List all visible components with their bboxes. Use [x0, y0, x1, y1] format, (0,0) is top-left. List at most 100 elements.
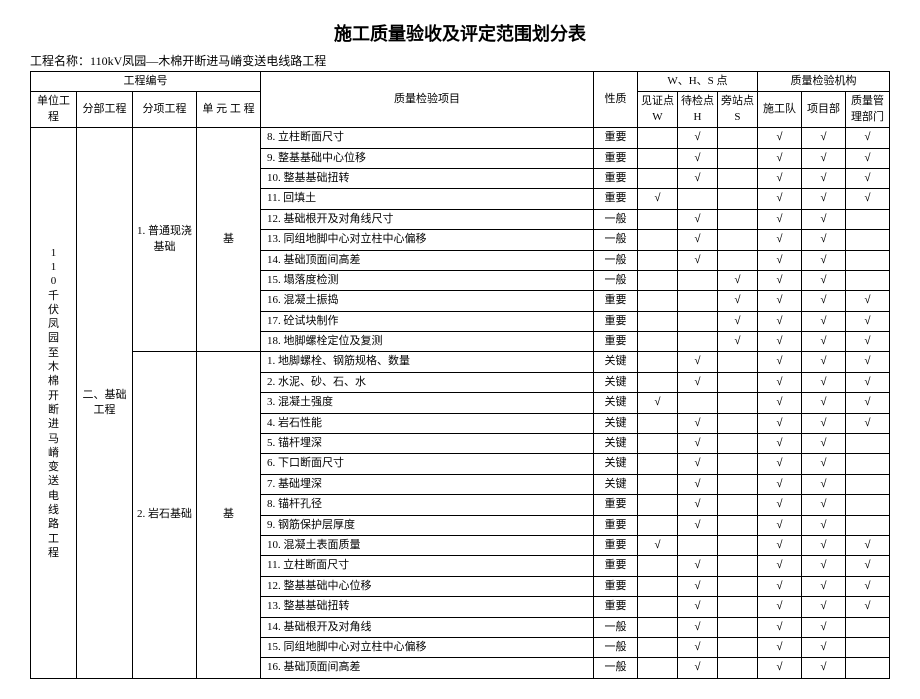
cell-o1: √	[757, 250, 801, 270]
cell-w	[637, 230, 677, 250]
cell-s: √	[717, 270, 757, 290]
section-cell: 二、基础工程	[77, 128, 133, 679]
cell-nature: 重要	[593, 495, 637, 515]
cell-w	[637, 311, 677, 331]
cell-o2: √	[801, 535, 845, 555]
cell-item: 16. 基础顶面间高差	[261, 658, 594, 678]
cell-nature: 重要	[593, 597, 637, 617]
cell-nature: 关键	[593, 474, 637, 494]
cell-h	[677, 291, 717, 311]
cell-o2: √	[801, 454, 845, 474]
cell-w	[637, 270, 677, 290]
cell-o3	[845, 495, 889, 515]
cell-o3: √	[845, 128, 889, 148]
cell-o2: √	[801, 393, 845, 413]
cell-o2: √	[801, 617, 845, 637]
cell-nature: 关键	[593, 352, 637, 372]
cell-item: 12. 基础根开及对角线尺寸	[261, 209, 594, 229]
cell-s	[717, 495, 757, 515]
h-unit: 单位工程	[31, 92, 77, 128]
cell-s	[717, 617, 757, 637]
cell-s	[717, 454, 757, 474]
cell-o2: √	[801, 168, 845, 188]
cell-w	[637, 434, 677, 454]
cell-h: √	[677, 230, 717, 250]
cell-o3	[845, 658, 889, 678]
cell-nature: 重要	[593, 168, 637, 188]
cell-o1: √	[757, 291, 801, 311]
cell-h: √	[677, 556, 717, 576]
cell-item: 12. 整基基础中心位移	[261, 576, 594, 596]
cell-o2: √	[801, 413, 845, 433]
cell-o3	[845, 270, 889, 290]
cell-s: √	[717, 311, 757, 331]
cell-o2: √	[801, 556, 845, 576]
cell-s	[717, 637, 757, 657]
cell-nature: 重要	[593, 556, 637, 576]
cell-item: 7. 基础埋深	[261, 474, 594, 494]
cell-item: 11. 回填土	[261, 189, 594, 209]
cell-o2: √	[801, 148, 845, 168]
cell-o2: √	[801, 658, 845, 678]
cell-o2: √	[801, 291, 845, 311]
cell-nature: 重要	[593, 148, 637, 168]
cell-h: √	[677, 637, 717, 657]
cell-h: √	[677, 372, 717, 392]
main-table: 工程编号 质量检验项目 性质 W、H、S 点 质量检验机构 单位工程 分部工程 …	[30, 71, 890, 679]
table-row: 2. 岩石基础基1. 地脚螺栓、钢筋规格、数量关键√√√√	[31, 352, 890, 372]
cell-s	[717, 230, 757, 250]
cell-h	[677, 311, 717, 331]
cell-s	[717, 352, 757, 372]
cell-s	[717, 515, 757, 535]
h-o3: 质量管理部门	[845, 92, 889, 128]
cell-o1: √	[757, 209, 801, 229]
cell-o1: √	[757, 352, 801, 372]
cell-w: √	[637, 189, 677, 209]
cell-o1: √	[757, 311, 801, 331]
cell-s	[717, 393, 757, 413]
cell-o2: √	[801, 230, 845, 250]
cell-o1: √	[757, 270, 801, 290]
cell-w	[637, 637, 677, 657]
cell-item: 8. 立柱断面尺寸	[261, 128, 594, 148]
cell-o3	[845, 617, 889, 637]
cell-item: 9. 钢筋保护层厚度	[261, 515, 594, 535]
cell-w	[637, 128, 677, 148]
subitem-cell: 1. 普通现浇基础	[133, 128, 197, 352]
cell-o3: √	[845, 311, 889, 331]
cell-o3: √	[845, 332, 889, 352]
cell-item: 8. 锚杆孔径	[261, 495, 594, 515]
cell-o3	[845, 230, 889, 250]
cell-nature: 重要	[593, 515, 637, 535]
cell-o2: √	[801, 332, 845, 352]
cell-h: √	[677, 474, 717, 494]
cell-o1: √	[757, 617, 801, 637]
cell-o3: √	[845, 352, 889, 372]
cell-o2: √	[801, 352, 845, 372]
cell-o3	[845, 454, 889, 474]
cell-o2: √	[801, 189, 845, 209]
cell-w	[637, 576, 677, 596]
cell-h: √	[677, 454, 717, 474]
cell-h: √	[677, 515, 717, 535]
cell-item: 15. 塌落度检测	[261, 270, 594, 290]
cell-o3	[845, 250, 889, 270]
cell-o1: √	[757, 393, 801, 413]
cell-o1: √	[757, 148, 801, 168]
h-w: 见证点 W	[637, 92, 677, 128]
cell-nature: 重要	[593, 311, 637, 331]
cell-o2: √	[801, 474, 845, 494]
cell-item: 9. 整基基础中心位移	[261, 148, 594, 168]
cell-h: √	[677, 617, 717, 637]
cell-w	[637, 332, 677, 352]
cell-item: 13. 整基基础扭转	[261, 597, 594, 617]
project-name: 110kV凤园—木棉开断进马嵴变送电线路工程	[90, 54, 326, 68]
cell-w	[637, 250, 677, 270]
table-row: 110千伏凤园至木棉开断进马嵴变送电线路工程二、基础工程1. 普通现浇基础基8.…	[31, 128, 890, 148]
cell-h	[677, 535, 717, 555]
cell-o2: √	[801, 576, 845, 596]
cell-nature: 一般	[593, 230, 637, 250]
cell-nature: 一般	[593, 637, 637, 657]
cell-s: √	[717, 332, 757, 352]
cell-o1: √	[757, 434, 801, 454]
